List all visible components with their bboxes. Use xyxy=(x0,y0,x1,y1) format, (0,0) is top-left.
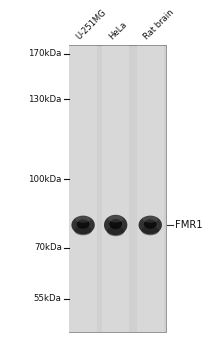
Ellipse shape xyxy=(108,215,123,223)
Ellipse shape xyxy=(141,226,159,235)
Bar xyxy=(136,44,164,332)
Ellipse shape xyxy=(77,219,89,229)
Ellipse shape xyxy=(71,216,95,234)
Ellipse shape xyxy=(107,226,124,236)
Ellipse shape xyxy=(144,219,157,229)
Ellipse shape xyxy=(143,216,158,223)
Bar xyxy=(69,44,97,332)
Text: 170kDa: 170kDa xyxy=(28,49,62,58)
Text: 100kDa: 100kDa xyxy=(28,175,62,183)
Ellipse shape xyxy=(75,216,91,223)
Ellipse shape xyxy=(139,216,162,234)
Text: HeLa: HeLa xyxy=(107,20,129,41)
Ellipse shape xyxy=(109,219,122,229)
Text: 55kDa: 55kDa xyxy=(34,294,62,303)
Ellipse shape xyxy=(74,226,92,235)
Text: 130kDa: 130kDa xyxy=(28,94,62,104)
Text: FMR1: FMR1 xyxy=(175,220,202,230)
Bar xyxy=(69,44,166,332)
Bar xyxy=(102,44,129,332)
Text: U-251MG: U-251MG xyxy=(75,7,108,41)
Text: Rat brain: Rat brain xyxy=(142,8,175,41)
Text: 70kDa: 70kDa xyxy=(34,243,62,252)
Ellipse shape xyxy=(104,215,127,235)
